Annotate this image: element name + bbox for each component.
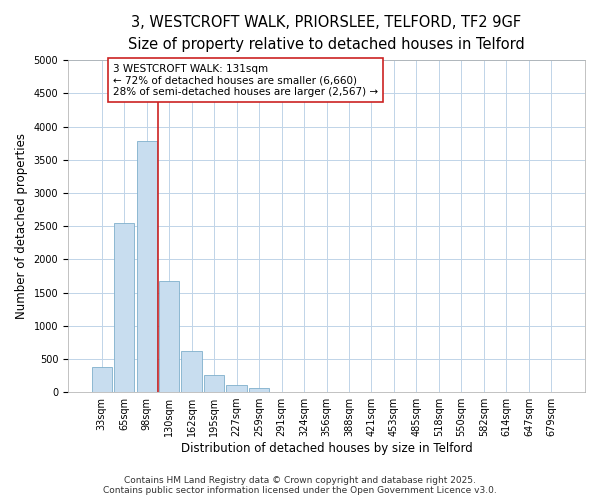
Text: Contains HM Land Registry data © Crown copyright and database right 2025.
Contai: Contains HM Land Registry data © Crown c…	[103, 476, 497, 495]
Y-axis label: Number of detached properties: Number of detached properties	[15, 133, 28, 319]
Bar	[226, 385, 247, 392]
Bar	[137, 142, 157, 392]
X-axis label: Distribution of detached houses by size in Telford: Distribution of detached houses by size …	[181, 442, 472, 455]
Bar	[92, 367, 112, 392]
Bar	[159, 280, 179, 392]
Bar	[204, 376, 224, 392]
Title: 3, WESTCROFT WALK, PRIORSLEE, TELFORD, TF2 9GF
Size of property relative to deta: 3, WESTCROFT WALK, PRIORSLEE, TELFORD, T…	[128, 15, 525, 52]
Bar	[181, 351, 202, 392]
Bar	[114, 223, 134, 392]
Text: 3 WESTCROFT WALK: 131sqm
← 72% of detached houses are smaller (6,660)
28% of sem: 3 WESTCROFT WALK: 131sqm ← 72% of detach…	[113, 64, 378, 97]
Bar	[249, 388, 269, 392]
